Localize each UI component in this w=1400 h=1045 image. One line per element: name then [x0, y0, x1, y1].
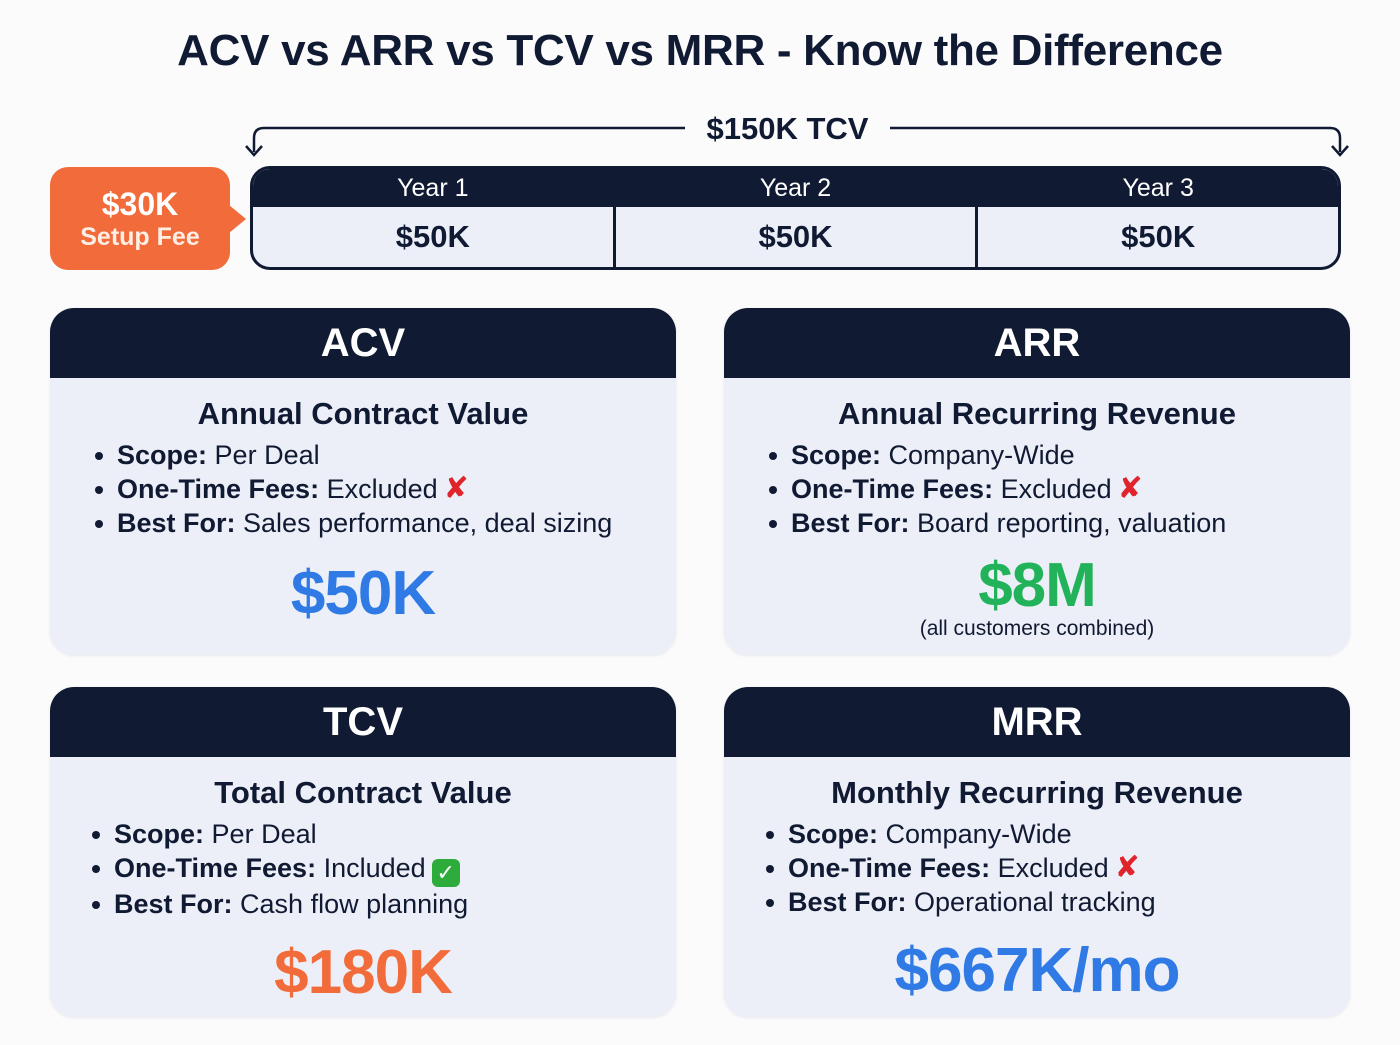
attribute-fees: One-Time Fees: Excluded ✘ — [95, 472, 676, 506]
card-header: ARR — [724, 308, 1350, 378]
year-label: Year 1 — [253, 169, 613, 207]
card-mrr: MRR Monthly Recurring Revenue Scope: Com… — [724, 687, 1350, 1017]
year-value: $50K — [1121, 219, 1196, 254]
card-note: (all customers combined) — [919, 617, 1155, 640]
card-value: $667K/mo — [894, 936, 1181, 1005]
card-arr: ARR Annual Recurring Revenue Scope: Comp… — [724, 308, 1350, 655]
card-attributes: Scope: Per Deal One-Time Fees: Excluded ✘… — [50, 438, 676, 540]
year-column: Year 3 $50K — [975, 169, 1338, 267]
cross-mark-icon: ✘ — [1114, 851, 1140, 884]
attribute-scope: Scope: Company-Wide — [766, 817, 1350, 851]
card-subtitle: Monthly Recurring Revenue — [831, 775, 1243, 810]
page-title: ACV vs ARR vs TCV vs MRR - Know the Diff… — [177, 26, 1223, 75]
check-mark-icon: ✓ — [431, 859, 460, 887]
year-column: Year 1 $50K — [253, 169, 613, 267]
card-value: $8M — [978, 551, 1097, 620]
attribute-best-for: Best For: Operational tracking — [766, 885, 1350, 919]
card-value: $180K — [274, 938, 453, 1007]
card-attributes: Scope: Per Deal One-Time Fees: Included ✓… — [50, 817, 676, 921]
attribute-fees: One-Time Fees: Excluded ✘ — [769, 472, 1350, 506]
attribute-scope: Scope: Per Deal — [92, 817, 676, 851]
year-column: Year 2 $50K — [612, 169, 976, 267]
attribute-scope: Scope: Company-Wide — [769, 438, 1350, 472]
tcv-bracket: $150K TCV — [240, 108, 1355, 163]
card-header: TCV — [50, 687, 676, 757]
card-attributes: Scope: Company-Wide One-Time Fees: Exclu… — [724, 438, 1350, 540]
card-subtitle: Annual Recurring Revenue — [838, 396, 1236, 431]
attribute-best-for: Best For: Board reporting, valuation — [769, 506, 1350, 540]
card-acv: ACV Annual Contract Value Scope: Per Dea… — [50, 308, 676, 655]
cross-mark-icon: ✘ — [443, 472, 469, 505]
attribute-best-for: Best For: Cash flow planning — [92, 887, 676, 921]
setup-fee-amount: $30K — [101, 185, 179, 222]
bracket-arrow-icon — [245, 126, 1349, 157]
card-subtitle: Total Contract Value — [214, 775, 512, 810]
tcv-bracket-label: $150K TCV — [692, 111, 883, 146]
card-header: MRR — [724, 687, 1350, 757]
attribute-scope: Scope: Per Deal — [95, 438, 676, 472]
cross-mark-icon: ✘ — [1117, 472, 1143, 505]
setup-fee-callout: $30K Setup Fee — [50, 167, 246, 270]
card-header: ACV — [50, 308, 676, 378]
card-tcv: TCV Total Contract Value Scope: Per Deal… — [50, 687, 676, 1017]
attribute-fees: One-Time Fees: Included ✓ — [92, 851, 676, 887]
setup-fee-label: Setup Fee — [80, 222, 200, 251]
attribute-best-for: Best For: Sales performance, deal sizing — [95, 506, 676, 540]
year-value: $50K — [395, 219, 470, 254]
year-label: Year 3 — [978, 169, 1338, 207]
card-subtitle: Annual Contract Value — [197, 396, 529, 431]
card-attributes: Scope: Company-Wide One-Time Fees: Exclu… — [724, 817, 1350, 919]
attribute-fees: One-Time Fees: Excluded ✘ — [766, 851, 1350, 885]
contract-timeline: Year 1 $50K Year 2 $50K Year 3 $50K — [250, 166, 1341, 270]
year-value: $50K — [758, 219, 833, 254]
year-label: Year 2 — [615, 169, 976, 207]
card-value: $50K — [290, 559, 436, 628]
